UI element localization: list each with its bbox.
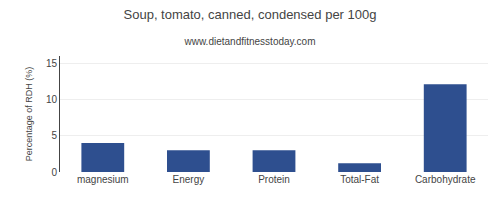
svg-text:10: 10 — [46, 94, 58, 105]
svg-text:Percentage of RDH (%): Percentage of RDH (%) — [24, 67, 34, 162]
svg-text:15: 15 — [46, 58, 58, 69]
svg-text:Protein: Protein — [258, 174, 290, 185]
svg-text:magnesium: magnesium — [77, 174, 129, 185]
svg-text:Soup, tomato, canned, condense: Soup, tomato, canned, condensed per 100g — [124, 7, 377, 22]
svg-text:0: 0 — [51, 167, 57, 178]
svg-text:5: 5 — [51, 130, 57, 141]
svg-text:Energy: Energy — [173, 174, 205, 185]
svg-text:Carbohydrate: Carbohydrate — [415, 174, 476, 185]
svg-text:www.dietandfitnesstoday.com: www.dietandfitnesstoday.com — [184, 36, 316, 47]
svg-text:Total-Fat: Total-Fat — [340, 174, 379, 185]
